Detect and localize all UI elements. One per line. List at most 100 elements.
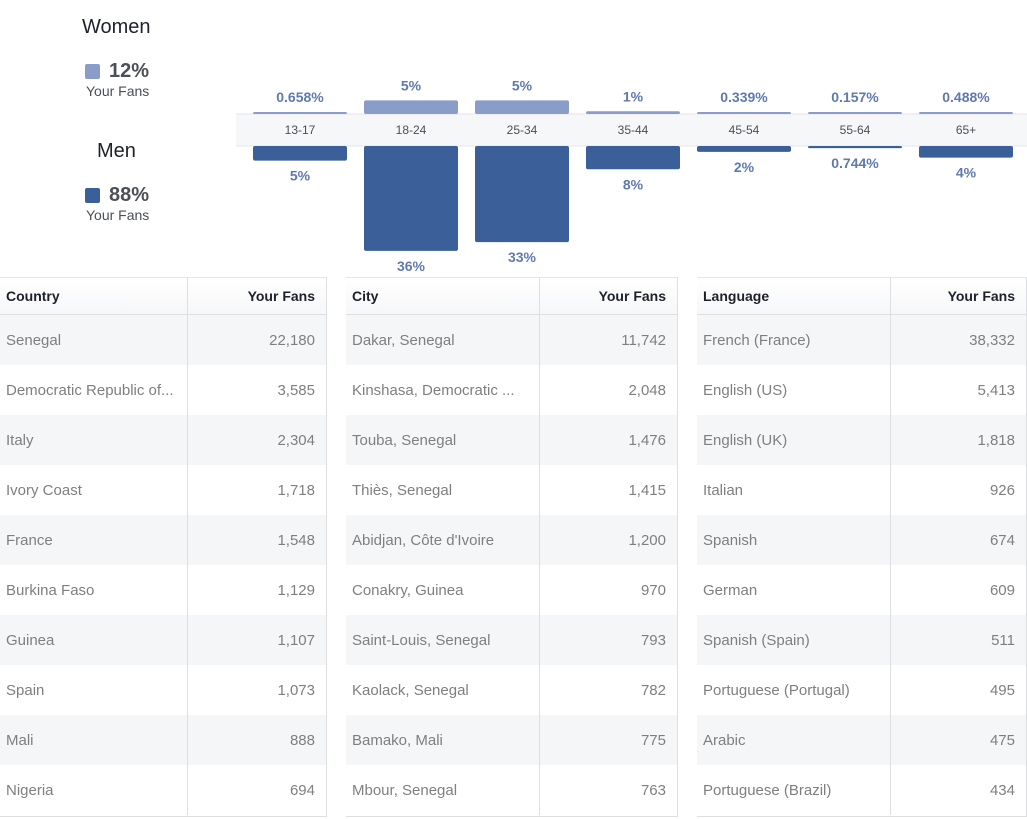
men-bar[interactable] [808,146,902,149]
age-gender-chart: 0.658% 5% 13-17 5% 36% 18-24 5% 33% 25-34 1% 8% 35-… [236,77,1027,274]
women-legend-title: Women [82,16,151,38]
column-header-fans[interactable]: Your Fans [539,278,678,314]
fans-cell: 434 [890,765,1027,815]
men-legend-title: Men [97,140,136,162]
country-cell: France [6,531,53,549]
age-category-label: 35-44 [618,123,649,137]
fans-cell: 1,476 [539,415,678,465]
women-bar-label: 0.157% [831,89,879,105]
table-row: Kaolack, Senegal 782 [346,665,678,715]
table-row: Kinshasa, Democratic ... 2,048 [346,365,678,415]
language-cell: English (UK) [703,431,788,449]
fans-cell: 1,818 [890,415,1027,465]
men-bar-label: 4% [956,165,977,181]
women-percent: 12% [109,60,150,82]
city-cell: Saint-Louis, Senegal [352,631,491,649]
men-bar-label: 36% [397,258,426,274]
column-header-language[interactable]: Language [703,288,770,304]
table-row: Portuguese (Brazil) 434 [697,765,1027,815]
country-cell: Burkina Faso [6,581,95,599]
column-header-city[interactable]: City [352,288,379,304]
table-header: Language Your Fans [697,277,1027,315]
fans-cell: 511 [890,615,1027,665]
fans-cell: 888 [187,715,327,765]
fans-cell: 3,585 [187,365,327,415]
city-cell: Mbour, Senegal [352,781,458,799]
women-bar[interactable] [808,112,902,114]
table-row: Italy 2,304 [0,415,327,465]
women-bar[interactable] [586,111,680,114]
fans-cell: 475 [890,715,1027,765]
country-cell: Democratic Republic of... [6,381,174,399]
men-bar[interactable] [475,146,569,243]
table-row: English (US) 5,413 [697,365,1027,415]
column-header-country[interactable]: Country [6,288,60,304]
table-row: Ivory Coast 1,718 [0,465,327,515]
women-legend: 12% [85,60,149,83]
fans-cell: 1,415 [539,465,678,515]
table-header: Country Your Fans [0,277,327,315]
men-bar[interactable] [253,146,347,161]
fans-cell: 1,718 [187,465,327,515]
language-cell: Portuguese (Portugal) [703,681,850,699]
fans-cell: 1,548 [187,515,327,565]
women-legend-sub: Your Fans [86,83,150,99]
fans-cell: 793 [539,615,678,665]
table-row: Arabic 475 [697,715,1027,765]
fans-cell: 5,413 [890,365,1027,415]
women-bar[interactable] [919,112,1013,114]
table-row: Burkina Faso 1,129 [0,565,327,615]
language-cell: German [703,581,758,599]
language-cell: Italian [703,481,744,499]
age-band [236,114,1027,146]
table-row: Conakry, Guinea 970 [346,565,678,615]
country-cell: Mali [6,731,34,749]
language-cell: Arabic [703,731,746,749]
women-bar[interactable] [475,100,569,114]
men-bar[interactable] [586,146,680,170]
table-row: Spanish (Spain) 511 [697,615,1027,665]
men-bar-label: 5% [290,168,311,184]
men-bar[interactable] [919,146,1013,158]
fans-cell: 1,107 [187,615,327,665]
column-header-fans[interactable]: Your Fans [890,278,1027,314]
table-row: France 1,548 [0,515,327,565]
country-cell: Spain [6,681,45,699]
men-bar[interactable] [697,146,791,152]
men-legend-sub: Your Fans [86,207,150,223]
men-bar-label: 0.744% [831,155,879,171]
table-row: Italian 926 [697,465,1027,515]
table-row: German 609 [697,565,1027,615]
men-bar-label: 2% [734,159,755,175]
table-row: Bamako, Mali 775 [346,715,678,765]
city-cell: Touba, Senegal [352,431,457,449]
fans-cell: 775 [539,715,678,765]
city-cell: Conakry, Guinea [352,581,464,599]
women-bar-label: 0.339% [720,89,768,105]
women-bar[interactable] [253,112,347,114]
men-bar[interactable] [364,146,458,251]
table-row: French (France) 38,332 [697,315,1027,365]
table-row: Mbour, Senegal 763 [346,765,678,815]
table-row: Portuguese (Portugal) 495 [697,665,1027,715]
city-cell: Kaolack, Senegal [352,681,469,699]
table-row: Spain 1,073 [0,665,327,715]
women-swatch [85,64,100,79]
country-cell: Nigeria [6,781,54,799]
women-bar-label: 0.488% [942,89,990,105]
table-row: Spanish 674 [697,515,1027,565]
fans-cell: 38,332 [890,315,1027,365]
age-category-label: 13-17 [285,123,316,137]
city-cell: Bamako, Mali [352,731,443,749]
country-cell: Senegal [6,331,62,349]
table-row: Thiès, Senegal 1,415 [346,465,678,515]
table-row: Dakar, Senegal 11,742 [346,315,678,365]
fans-cell: 763 [539,765,678,815]
column-header-fans[interactable]: Your Fans [187,278,327,314]
men-bar-label: 33% [508,249,537,265]
men-swatch [85,188,100,203]
women-bar[interactable] [697,112,791,114]
women-bar[interactable] [364,100,458,114]
language-cell: French (France) [703,331,811,349]
city-cell: Abidjan, Côte d'Ivoire [352,531,495,549]
